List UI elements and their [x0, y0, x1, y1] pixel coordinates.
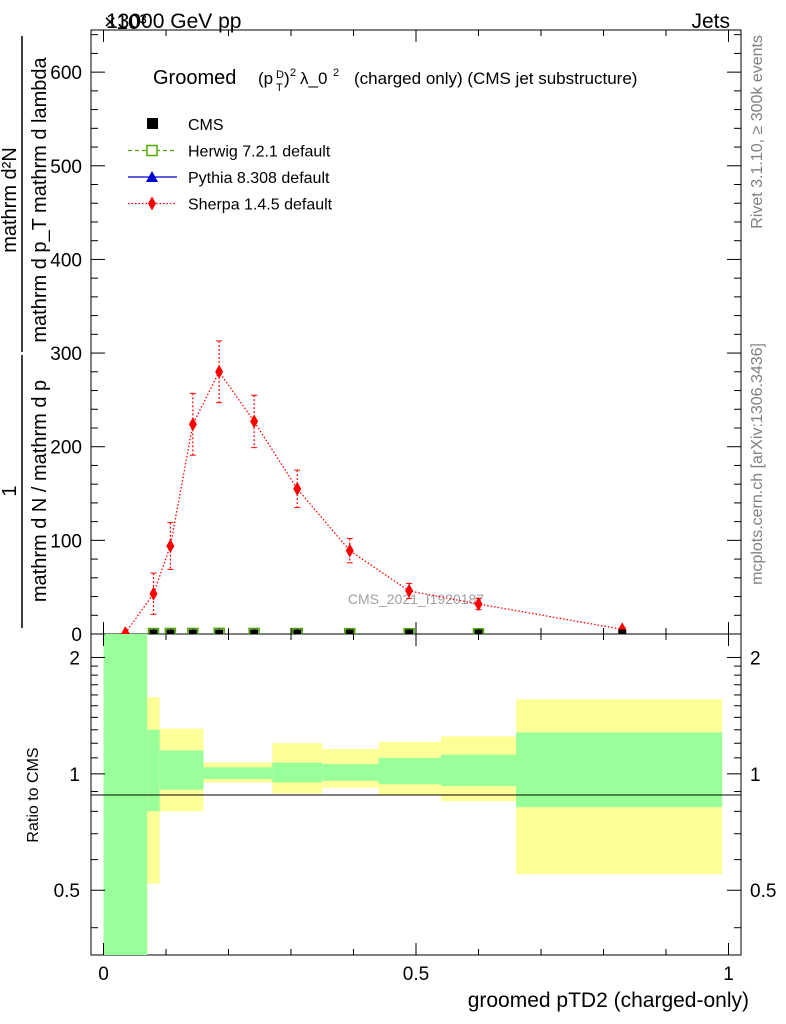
- ratio-y-tick-label-right: 1: [750, 765, 761, 786]
- legend-item: Sherpa 1.4.5 default: [128, 196, 333, 214]
- svg-text:(p: (p: [258, 69, 273, 88]
- cms-point: [618, 629, 627, 634]
- svg-text:λ_0: λ_0: [300, 69, 327, 88]
- ratio-y-tick-label: 1: [69, 765, 80, 786]
- energy-label: 13000 GeV pp: [106, 10, 241, 33]
- svg-text:T: T: [276, 82, 283, 94]
- ratio-y-tick-label-right: 2: [750, 648, 761, 669]
- legend-label: CMS: [188, 117, 224, 134]
- legend-item: Pythia 8.308 default: [128, 170, 330, 187]
- cms-point: [188, 629, 197, 634]
- cms-point: [250, 629, 259, 634]
- sherpa-point: [250, 414, 259, 429]
- ratio-band-green-8: [516, 732, 723, 808]
- legend: CMS Herwig 7.2.1 default Pythia 8.308 defa…: [128, 117, 333, 214]
- x-tick-label: 0: [98, 964, 109, 985]
- ratio-band-green-3: [203, 767, 273, 779]
- sherpa-point: [121, 626, 130, 634]
- cms-point: [474, 629, 483, 634]
- ratio-band-green-4: [272, 762, 323, 783]
- cms-point: [345, 629, 354, 634]
- rivet-label: Rivet 3.1.10, ≥ 300k events: [749, 35, 766, 229]
- y-tick-label: 600: [50, 63, 82, 84]
- ratio-band-green-6: [378, 757, 441, 785]
- ratio-band-green-5: [322, 764, 379, 781]
- legend-marker-pythia: [146, 171, 158, 182]
- cms-point: [405, 629, 414, 634]
- svg-text:2: 2: [333, 67, 339, 79]
- y-tick-label: 400: [50, 250, 82, 271]
- y-axis-label: 1 mathrm d N / mathrm d p mathrm d²N mat…: [0, 36, 51, 628]
- legend-marker-sherpa: [148, 196, 156, 211]
- ratio-y-tick-label: 2: [69, 648, 80, 669]
- legend-label: Pythia 8.308 default: [188, 170, 330, 187]
- sherpa-point: [188, 417, 197, 432]
- y-tick-label: 500: [50, 157, 82, 178]
- title-prefix: Groomed: [153, 67, 236, 89]
- svg-text:2: 2: [290, 67, 296, 79]
- sherpa-point: [149, 586, 158, 601]
- ylabel-den-right: mathrm d p_T mathrm d lambda: [29, 56, 51, 342]
- y-tick-label: 100: [50, 531, 82, 552]
- y-tick-label: 200: [50, 438, 82, 459]
- ratio-band-green-2: [159, 750, 204, 790]
- ratio-band-green-1: [147, 729, 160, 812]
- sherpa-point: [405, 583, 414, 598]
- title-suffix: (charged only) (CMS jet substructure): [354, 69, 637, 88]
- cms-point: [166, 629, 175, 634]
- main-series: [121, 340, 627, 634]
- legend-label: Sherpa 1.4.5 default: [188, 197, 333, 214]
- ylabel-num-right: mathrm d²N: [0, 147, 21, 253]
- ratio-band-green-7: [441, 754, 516, 787]
- legend-label: Herwig 7.2.1 default: [188, 144, 331, 161]
- mcplots-label: mcplots.cern.ch [arXiv:1306.3436]: [749, 343, 766, 585]
- y-tick-label: 0: [71, 625, 82, 646]
- x-tick-label: 0.5: [403, 964, 429, 985]
- plot-exponent: ×10³: [104, 11, 147, 34]
- axes: 0 0.5 1 0 100 200 300 400 500 600 0.5 0.5 1 1 2 2: [50, 30, 776, 985]
- ratio-y-tick-label: 0.5: [54, 881, 80, 902]
- process-label: Jets: [691, 10, 730, 33]
- sherpa-point: [215, 364, 224, 379]
- plot-title: Groomed (p D T ) 2 λ_0 2 (charged only) …: [153, 67, 637, 94]
- cms-point: [149, 629, 158, 634]
- y-tick-label: 300: [50, 344, 82, 365]
- sherpa-line: [124, 370, 623, 634]
- ratio-ylabel: Ratio to CMS: [25, 747, 42, 842]
- sherpa-point: [345, 543, 354, 558]
- sherpa-point: [474, 597, 483, 612]
- legend-marker-cms: [147, 118, 158, 129]
- svg-text:D: D: [276, 69, 284, 81]
- x-axis-label: groomed pTD2 (charged-only): [468, 989, 749, 1012]
- analysis-watermark: CMS_2021_I1920187: [348, 591, 484, 607]
- ylabel-num-left: 1: [0, 485, 21, 496]
- legend-item: Herwig 7.2.1 default: [128, 144, 331, 161]
- sherpa-point: [166, 538, 175, 553]
- ratio-y-tick-label-right: 0.5: [750, 881, 776, 902]
- svg-text:): ): [284, 69, 290, 88]
- x-tick-label: 1: [723, 964, 734, 985]
- legend-item: CMS: [147, 117, 224, 134]
- ylabel-den-left: mathrm d N / mathrm d p: [29, 380, 51, 602]
- legend-marker-herwig: [146, 144, 158, 157]
- cms-point: [215, 629, 224, 634]
- cms-point: [293, 629, 302, 634]
- sherpa-point: [293, 481, 302, 496]
